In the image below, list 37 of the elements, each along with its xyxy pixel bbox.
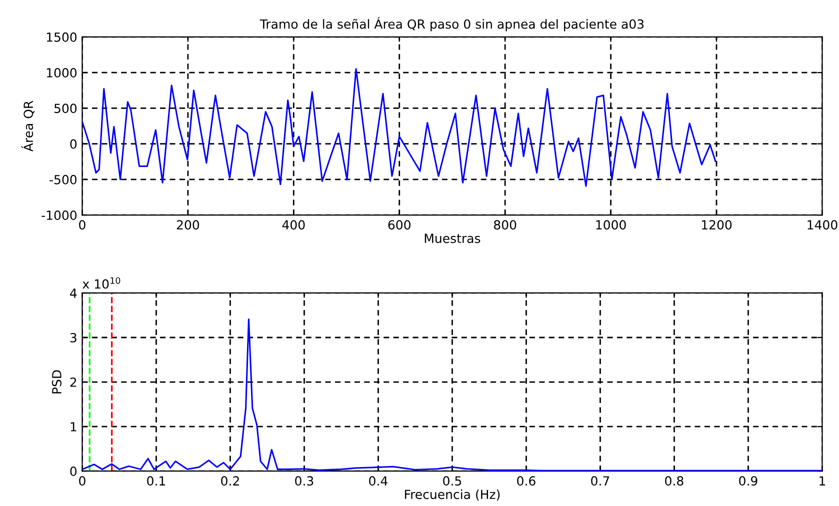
text: x 10$^{10}$ — [82, 277, 120, 289]
x-tick-label: 600 — [388, 220, 410, 230]
line-series — [82, 68, 716, 187]
x-tick-label: 1 — [820, 476, 826, 486]
y-tick-label: -1000 — [42, 210, 77, 220]
x-tick-label: 0.2 — [221, 476, 239, 486]
x-tick-label: 0.3 — [295, 476, 314, 486]
x-tick-label: 0.4 — [369, 476, 388, 486]
x-tick-label: 0.7 — [591, 476, 610, 486]
y-tick-label: 3 — [70, 332, 76, 342]
x-tick-label: 800 — [494, 220, 516, 230]
x-tick-label: 0 — [79, 220, 86, 230]
y-tick-label: 1 — [70, 422, 76, 432]
chart-title: Tramo de la señal Área QR paso 0 sin apnea del paciente a03 — [260, 17, 644, 32]
y-axis-title: Área QR — [21, 100, 34, 152]
y-tick-label: 0 — [70, 466, 77, 476]
x-tick-label: 1200 — [702, 220, 732, 230]
y-tick-label: 4 — [70, 288, 77, 298]
x-tick-label: 0.1 — [147, 476, 166, 486]
x-tick-label: 1400 — [808, 220, 838, 230]
x-tick-label: 400 — [282, 220, 305, 230]
x-tick-label: 0.5 — [443, 476, 462, 486]
x-tick-label: 0.8 — [665, 476, 684, 486]
y-tick-label: 1500 — [46, 32, 77, 42]
y-tick-label: 1000 — [46, 68, 77, 78]
x-tick-label: 200 — [176, 220, 200, 230]
y-axis-title: PSD — [52, 370, 62, 394]
y-tick-label: 2 — [70, 378, 76, 387]
x-tick-label: 0.6 — [517, 476, 536, 486]
x-tick-label: 0.9 — [739, 476, 758, 486]
x-axis-title: Frecuencia (Hz) — [404, 489, 500, 501]
y-tick-label: -500 — [50, 174, 77, 184]
x-axis-title: Muestras — [424, 234, 480, 244]
x-tick-label: 0 — [79, 476, 86, 486]
y-tick-label: 500 — [54, 104, 77, 114]
y-tick-label: 0 — [70, 139, 77, 149]
x-tick-label: 1000 — [596, 220, 626, 230]
